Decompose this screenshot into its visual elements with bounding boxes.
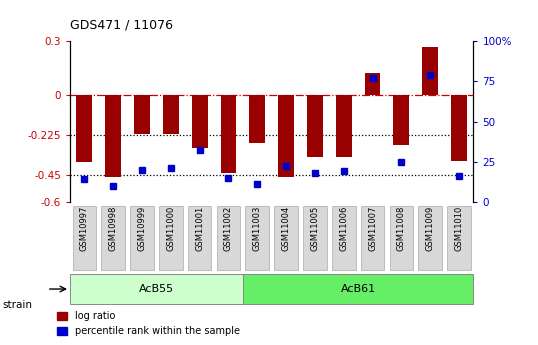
Text: AcB61: AcB61 — [341, 284, 376, 294]
Text: GSM10997: GSM10997 — [80, 206, 89, 252]
FancyBboxPatch shape — [70, 275, 243, 304]
Bar — [221, 95, 236, 173]
Legend: log ratio, percentile rank within the sample: log ratio, percentile rank within the sa… — [53, 307, 244, 340]
Text: GSM11009: GSM11009 — [426, 206, 435, 251]
Bar — [134, 95, 150, 134]
Bar — [307, 95, 323, 157]
Text: GSM10999: GSM10999 — [138, 206, 146, 251]
FancyBboxPatch shape — [73, 206, 96, 270]
Text: GSM11007: GSM11007 — [368, 206, 377, 252]
FancyBboxPatch shape — [419, 206, 442, 270]
Bar — [365, 73, 380, 95]
Bar — [105, 95, 121, 177]
Bar — [336, 95, 352, 157]
FancyBboxPatch shape — [245, 206, 269, 270]
FancyBboxPatch shape — [332, 206, 356, 270]
Bar — [249, 95, 265, 143]
Bar — [393, 95, 409, 145]
FancyBboxPatch shape — [159, 206, 182, 270]
FancyBboxPatch shape — [274, 206, 298, 270]
FancyBboxPatch shape — [447, 206, 471, 270]
Text: GSM11000: GSM11000 — [166, 206, 175, 251]
Text: GSM11002: GSM11002 — [224, 206, 233, 251]
Bar — [278, 95, 294, 177]
FancyBboxPatch shape — [217, 206, 240, 270]
Bar — [451, 95, 467, 161]
FancyBboxPatch shape — [243, 275, 473, 304]
FancyBboxPatch shape — [101, 206, 125, 270]
Text: GSM11001: GSM11001 — [195, 206, 204, 251]
Text: GSM11004: GSM11004 — [281, 206, 291, 251]
Bar — [422, 47, 438, 95]
Text: AcB55: AcB55 — [139, 284, 174, 294]
Text: GDS471 / 11076: GDS471 / 11076 — [70, 18, 173, 31]
Bar — [163, 95, 179, 134]
FancyBboxPatch shape — [390, 206, 413, 270]
Text: GSM11003: GSM11003 — [253, 206, 262, 252]
FancyBboxPatch shape — [188, 206, 211, 270]
Text: GSM10998: GSM10998 — [109, 206, 118, 252]
FancyBboxPatch shape — [361, 206, 384, 270]
Bar — [192, 95, 208, 148]
FancyBboxPatch shape — [303, 206, 327, 270]
Text: GSM11008: GSM11008 — [397, 206, 406, 252]
FancyBboxPatch shape — [130, 206, 154, 270]
Bar — [76, 95, 93, 162]
Text: strain: strain — [3, 300, 33, 310]
Text: GSM11005: GSM11005 — [310, 206, 320, 251]
Text: GSM11006: GSM11006 — [339, 206, 348, 252]
Text: GSM11010: GSM11010 — [455, 206, 464, 251]
